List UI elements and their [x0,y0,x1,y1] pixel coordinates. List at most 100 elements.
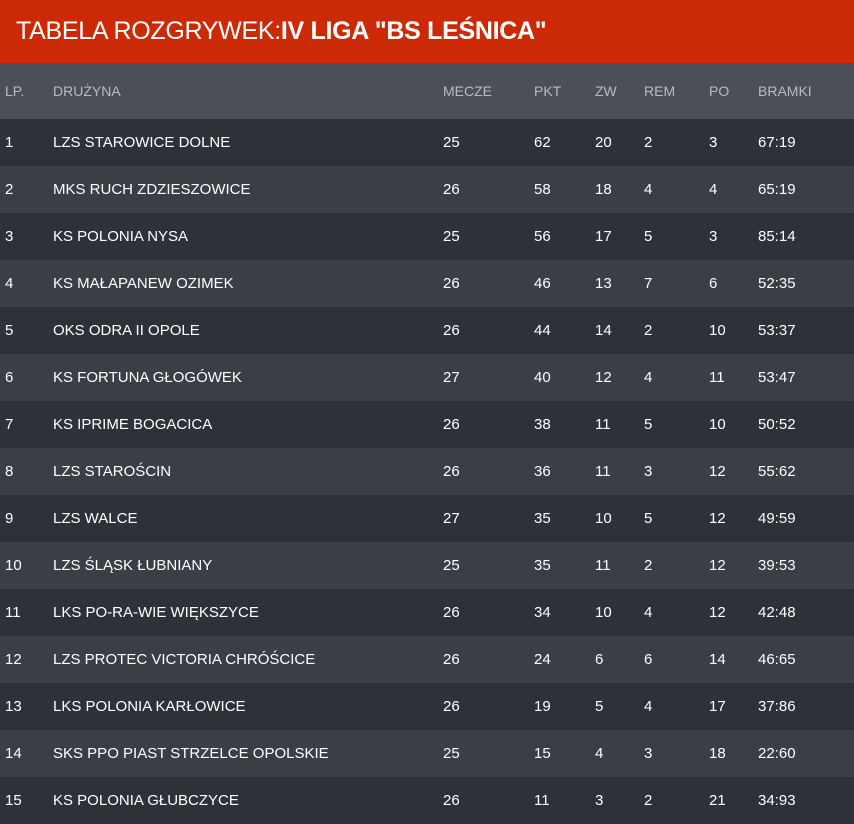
cell-losses: 6 [709,275,718,292]
cell-team: LZS ŚLĄSK ŁUBNIANY [53,557,213,574]
cell-draws: 7 [644,275,653,292]
cell-goals: 37:86 [758,698,796,715]
cell-goals: 34:93 [758,792,796,809]
cell-matches: 25 [443,557,460,574]
cell-goals: 42:48 [758,604,796,621]
table-row: 11 LKS PO-RA-WIE WIĘKSZYCE 26 34 10 4 12 42:48 [0,589,854,636]
cell-team: LZS WALCE [53,510,138,527]
cell-matches: 26 [443,792,460,809]
cell-lp: 3 [5,228,14,245]
table-row: 12 LZS PROTEC VICTORIA CHRÓŚCICE 26 24 6 6 14 4… [0,636,854,683]
cell-team: OKS ODRA II OPOLE [53,322,200,339]
cell-losses: 21 [709,792,726,809]
cell-draws: 5 [644,510,653,527]
league-name: IV LIGA "BS LEŚNICA" [280,17,547,45]
cell-wins: 5 [595,698,604,715]
cell-losses: 10 [709,416,726,433]
cell-losses: 3 [709,228,718,245]
column-header-losses: PO [709,83,730,99]
cell-lp: 10 [5,557,22,574]
cell-points: 19 [534,698,551,715]
cell-draws: 4 [644,369,653,386]
cell-matches: 25 [443,134,460,151]
cell-lp: 5 [5,322,14,339]
cell-draws: 4 [644,181,653,198]
cell-goals: 85:14 [758,228,796,245]
cell-losses: 11 [709,369,725,386]
table-row: 13 LKS POLONIA KARŁOWICE 26 19 5 4 17 37:86 [0,683,854,730]
cell-wins: 4 [595,745,604,762]
cell-wins: 12 [595,369,612,386]
cell-draws: 2 [644,322,653,339]
cell-draws: 2 [644,792,653,809]
cell-lp: 9 [5,510,14,527]
cell-matches: 26 [443,651,460,668]
cell-wins: 20 [595,134,612,151]
cell-lp: 14 [5,745,22,762]
cell-wins: 10 [595,510,612,527]
cell-wins: 18 [595,181,612,198]
cell-lp: 11 [5,604,21,621]
cell-points: 24 [534,651,551,668]
cell-team: KS FORTUNA GŁOGÓWEK [53,369,242,386]
table-row: 7 KS IPRIME BOGACICA 26 38 11 5 10 50:52 [0,401,854,448]
cell-draws: 5 [644,228,653,245]
cell-losses: 14 [709,651,726,668]
column-header-wins: ZW [595,83,617,99]
cell-goals: 65:19 [758,181,796,198]
cell-losses: 12 [709,604,726,621]
cell-team: KS IPRIME BOGACICA [53,416,213,433]
cell-team: KS MAŁAPANEW OZIMEK [53,275,234,292]
cell-goals: 53:37 [758,322,796,339]
table-row: 9 LZS WALCE 27 35 10 5 12 49:59 [0,495,854,542]
cell-points: 35 [534,557,551,574]
cell-wins: 14 [595,322,612,339]
cell-goals: 67:19 [758,134,796,151]
cell-lp: 8 [5,463,14,480]
cell-team: KS POLONIA GŁUBCZYCE [53,792,239,809]
cell-team: LZS PROTEC VICTORIA CHRÓŚCICE [53,651,316,668]
cell-matches: 26 [443,275,460,292]
cell-points: 46 [534,275,551,292]
table-row: 2 MKS RUCH ZDZIESZOWICE 26 58 18 4 4 65:19 [0,166,854,213]
cell-goals: 22:60 [758,745,796,762]
cell-points: 56 [534,228,551,245]
cell-points: 34 [534,604,551,621]
cell-goals: 39:53 [758,557,796,574]
cell-team: KS POLONIA NYSA [53,228,189,245]
cell-draws: 4 [644,698,653,715]
cell-matches: 26 [443,463,460,480]
cell-goals: 55:62 [758,463,796,480]
cell-team: LKS PO-RA-WIE WIĘKSZYCE [53,604,259,621]
column-header-points: PKT [534,83,562,99]
cell-matches: 26 [443,181,460,198]
cell-team: LZS STAROWICE DOLNE [53,134,231,151]
cell-matches: 27 [443,510,460,527]
cell-draws: 3 [644,463,653,480]
cell-draws: 2 [644,134,653,151]
cell-lp: 1 [5,134,14,151]
column-header-goals: BRAMKI [758,83,812,99]
page-title: TABELA ROZGRYWEK: IV LIGA "BS LEŚNICA" [0,0,854,63]
cell-matches: 27 [443,369,460,386]
cell-lp: 6 [5,369,14,386]
cell-wins: 11 [595,557,611,574]
cell-matches: 25 [443,745,460,762]
cell-losses: 10 [709,322,726,339]
table-header: LP. DRUŻYNA MECZE PKT ZW REM PO BRAMKI [0,63,854,119]
cell-draws: 4 [644,604,653,621]
table-body: 1 LZS STAROWICE DOLNE 25 62 20 2 3 67:19 2 MKS RU… [0,119,854,824]
cell-points: 58 [534,181,551,198]
column-header-team: DRUŻYNA [53,83,121,99]
cell-goals: 50:52 [758,416,796,433]
cell-points: 11 [534,792,550,809]
cell-team: LKS POLONIA KARŁOWICE [53,698,246,715]
table-row: 10 LZS ŚLĄSK ŁUBNIANY 25 35 11 2 12 39:53 [0,542,854,589]
column-header-draws: REM [644,83,676,99]
cell-matches: 25 [443,228,460,245]
cell-wins: 10 [595,604,612,621]
table-row: 6 KS FORTUNA GŁOGÓWEK 27 40 12 4 11 53:47 [0,354,854,401]
cell-wins: 11 [595,463,611,480]
cell-draws: 6 [644,651,653,668]
cell-draws: 3 [644,745,653,762]
